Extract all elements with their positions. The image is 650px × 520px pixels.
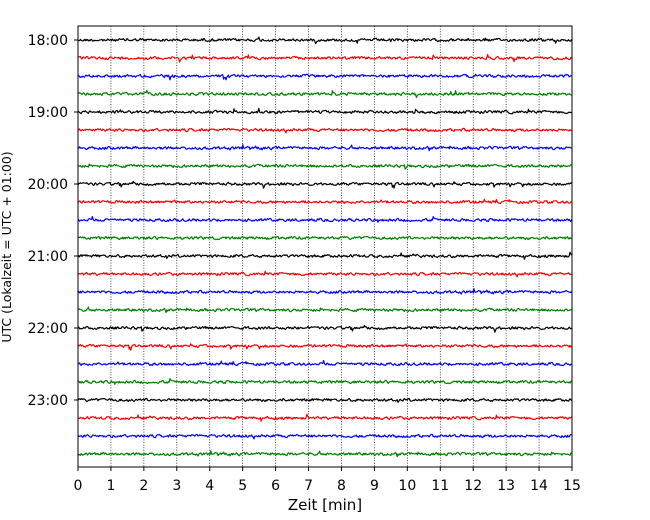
x-axis-ticks: 0 1 2 3 4 5 6 7 8 9 10 11 12 13 14 15	[74, 467, 581, 494]
trace-line	[77, 127, 572, 134]
x-tick-label: 5	[238, 478, 247, 494]
trace-line	[77, 343, 572, 351]
x-tick-label: 13	[497, 478, 515, 494]
plot-area	[78, 26, 572, 467]
trace-line	[77, 397, 573, 403]
x-tick-label: 8	[337, 478, 346, 494]
trace-lines	[77, 36, 573, 458]
trace-line	[77, 180, 573, 189]
x-tick-label: 0	[74, 478, 83, 494]
x-tick-label: 10	[398, 478, 416, 494]
y-tick-label: 20:00	[28, 177, 68, 193]
y-tick-label: 21:00	[28, 249, 68, 265]
trace-line	[77, 198, 572, 205]
x-tick-label: 2	[139, 478, 148, 494]
trace-line	[77, 433, 572, 440]
trace-line	[77, 53, 573, 63]
trace-line	[77, 450, 573, 458]
x-tick-label: 9	[370, 478, 379, 494]
trace-line	[77, 215, 573, 223]
trace-line	[77, 251, 573, 260]
y-axis-ticks: 18:00 19:00 20:00 21:00 22:00 23:00	[28, 33, 78, 409]
vertical-gridlines	[110, 26, 540, 467]
trace-line	[77, 270, 573, 278]
y-tick-label: 18:00	[28, 33, 68, 49]
trace-line	[77, 89, 572, 99]
x-tick-label: 14	[530, 478, 548, 494]
y-tick-label: 19:00	[28, 105, 68, 121]
x-tick-label: 15	[563, 478, 581, 494]
x-tick-label: 1	[106, 478, 115, 494]
trace-line	[77, 163, 572, 170]
trace-line	[77, 413, 573, 422]
x-axis-label: Zeit [min]	[288, 496, 362, 514]
x-tick-label: 7	[304, 478, 313, 494]
x-tick-label: 11	[431, 478, 449, 494]
x-tick-label: 4	[205, 478, 214, 494]
y-axis-label: UTC (Lokalzeit = UTC + 01:00)	[0, 151, 14, 342]
x-tick-label: 3	[172, 478, 181, 494]
trace-line	[77, 378, 573, 385]
trace-line	[77, 288, 573, 295]
plot-frame	[77, 25, 573, 468]
trace-line	[77, 306, 572, 314]
trace-line	[78, 107, 572, 115]
trace-line	[77, 324, 572, 333]
x-tick-label: 6	[271, 478, 280, 494]
trace-line	[77, 359, 572, 367]
trace-line	[77, 144, 572, 152]
trace-line	[77, 36, 573, 45]
trace-line	[77, 235, 572, 241]
x-tick-label: 12	[464, 478, 482, 494]
y-tick-label: 22:00	[28, 321, 68, 337]
y-tick-label: 23:00	[28, 393, 68, 409]
trace-line	[77, 73, 572, 81]
